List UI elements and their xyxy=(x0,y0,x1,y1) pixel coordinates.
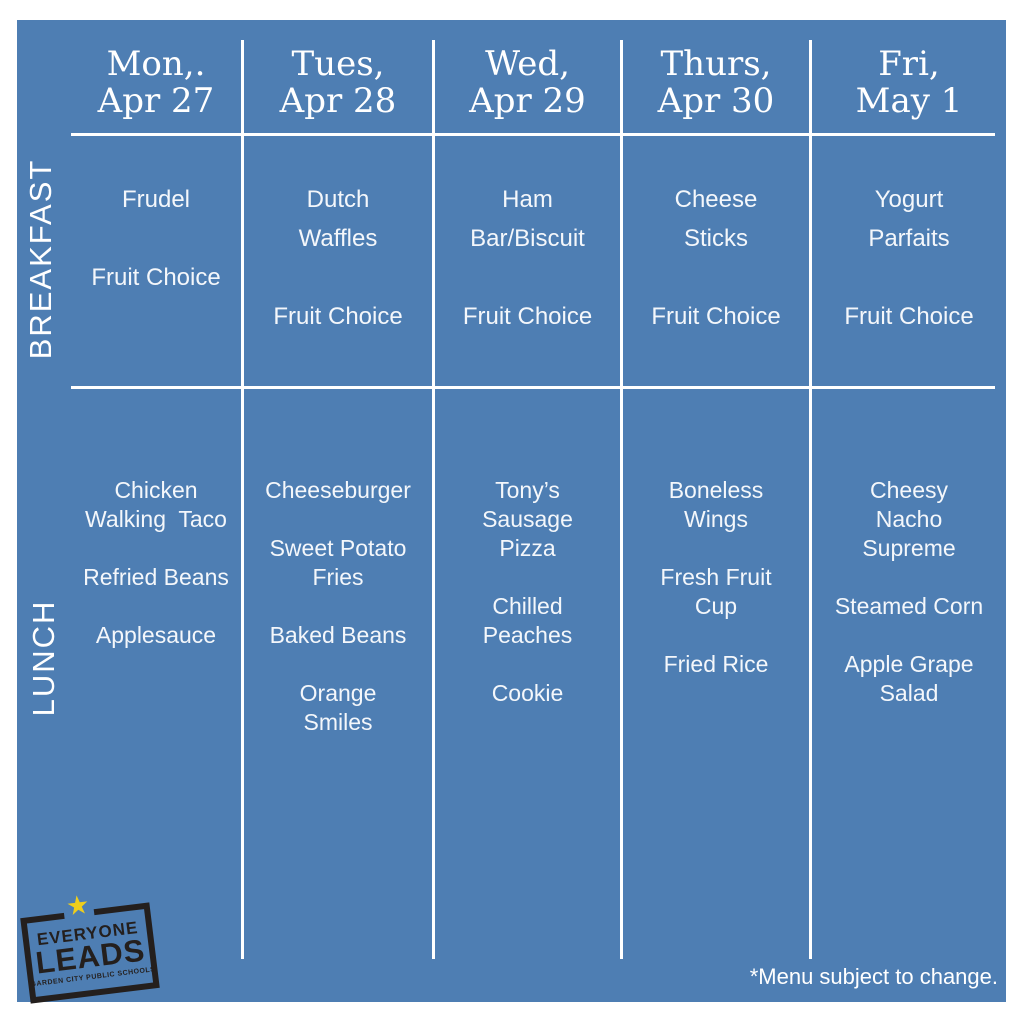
column-divider-2 xyxy=(432,40,435,959)
lunch-cell-tues: Cheeseburger Sweet Potato Fries Baked Be… xyxy=(265,477,411,735)
breakfast-cell-tues: Dutch Waffles Fruit Choice xyxy=(273,186,403,330)
day-header-mon: Mon,. Apr 27 xyxy=(97,43,215,121)
column-divider-4 xyxy=(809,40,812,959)
breakfast-cell-thurs: Cheese Sticks Fruit Choice xyxy=(651,186,781,330)
breakfast-lunch-divider xyxy=(71,386,995,389)
day-header-fri: Fri, May 1 xyxy=(855,43,963,121)
lunch-cell-wed: Tony’s Sausage Pizza Chilled Peaches Coo… xyxy=(482,477,573,706)
breakfast-cell-fri: Yogurt Parfaits Fruit Choice xyxy=(844,186,974,330)
school-logo: EVERYONE LEADS GARDEN CITY PUBLIC SCHOOL… xyxy=(20,889,160,1004)
day-header-wed: Wed, Apr 29 xyxy=(469,43,586,121)
lunch-cell-mon: Chicken Walking Taco Refried Beans Apple… xyxy=(83,477,229,648)
header-row-divider xyxy=(71,133,995,136)
column-divider-1 xyxy=(241,40,244,959)
star-icon: ★ xyxy=(64,888,92,922)
lunch-row-label: LUNCH xyxy=(26,599,61,717)
menu-panel: Mon,. Apr 27 Tues, Apr 28 Wed, Apr 29 Th… xyxy=(17,20,1006,1004)
column-divider-3 xyxy=(620,40,623,959)
breakfast-cell-mon: Frudel Fruit Choice xyxy=(91,186,221,291)
breakfast-cell-wed: Ham Bar/Biscuit Fruit Choice xyxy=(462,186,593,330)
menu-disclaimer: *Menu subject to change. xyxy=(749,964,998,989)
lunch-cell-fri: Cheesy Nacho Supreme Steamed Corn Apple … xyxy=(834,477,984,706)
day-header-thurs: Thurs, Apr 30 xyxy=(657,43,775,121)
lunch-cell-thurs: Boneless Wings Fresh Fruit Cup Fried Ric… xyxy=(660,477,772,677)
day-header-tues: Tues, Apr 28 xyxy=(279,43,397,121)
breakfast-row-label: BREAKFAST xyxy=(23,158,58,360)
